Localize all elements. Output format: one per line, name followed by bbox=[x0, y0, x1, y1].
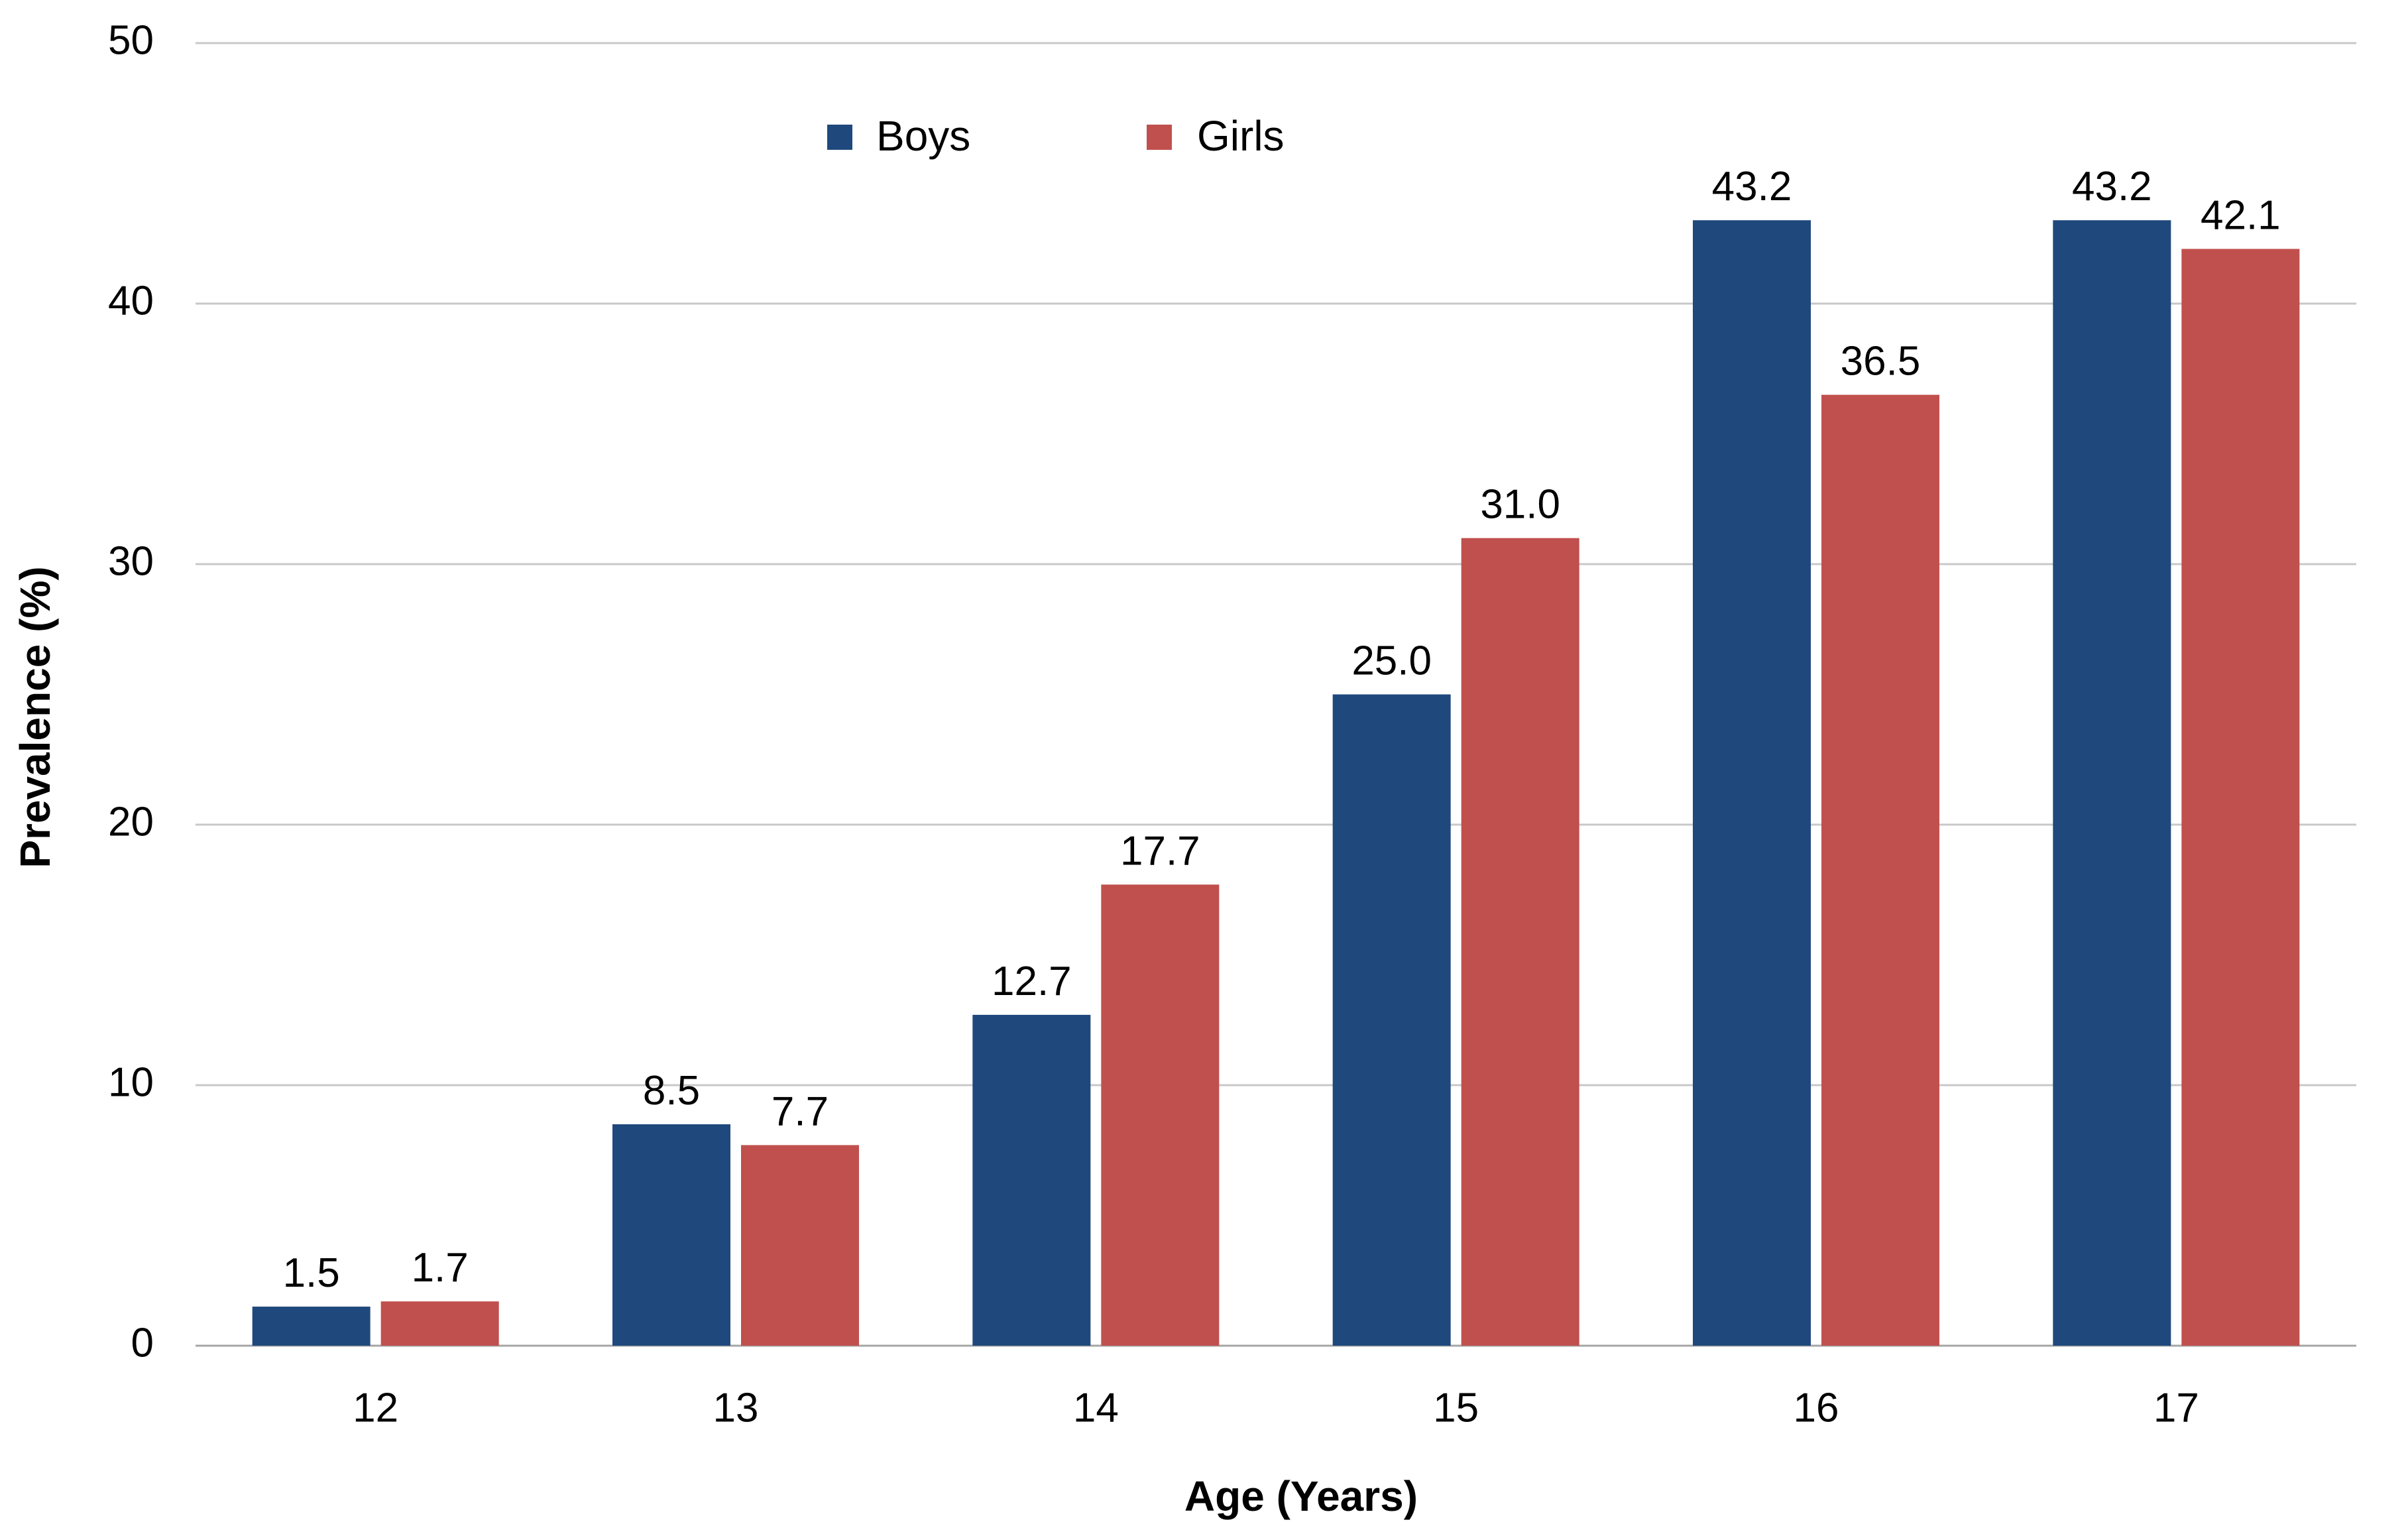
y-tick-label: 0 bbox=[131, 1320, 154, 1366]
data-labels: 1.5 1.7 8.5 7.7 12.7 17.7 25.0 31.0 43.2 36.5 43.2… bbox=[283, 164, 2281, 1296]
y-tick-label: 50 bbox=[108, 17, 154, 63]
bars bbox=[252, 220, 2300, 1346]
x-axis-ticks: 12 13 14 15 16 17 bbox=[353, 1385, 2199, 1431]
legend-swatch-boys bbox=[827, 125, 852, 150]
x-tick-label: 15 bbox=[1433, 1385, 1479, 1431]
x-axis-title: Age (Years) bbox=[1184, 1472, 1418, 1520]
legend-swatch-girls bbox=[1147, 125, 1172, 150]
bar-boys-13 bbox=[612, 1124, 730, 1346]
bar-boys-15 bbox=[1332, 694, 1451, 1346]
data-label-girls-17: 42.1 bbox=[2201, 192, 2281, 238]
bar-boys-16 bbox=[1693, 220, 1811, 1346]
bar-boys-17 bbox=[2053, 220, 2171, 1346]
data-label-boys-13: 8.5 bbox=[643, 1068, 700, 1114]
bar-girls-14 bbox=[1101, 884, 1220, 1346]
x-tick-label: 14 bbox=[1073, 1385, 1119, 1431]
y-tick-label: 30 bbox=[108, 538, 154, 584]
bar-boys-14 bbox=[972, 1014, 1091, 1346]
data-label-girls-13: 7.7 bbox=[772, 1088, 829, 1134]
y-tick-label: 40 bbox=[108, 278, 154, 323]
x-tick-label: 12 bbox=[353, 1385, 398, 1431]
bar-girls-17 bbox=[2181, 249, 2300, 1346]
bar-girls-13 bbox=[741, 1145, 859, 1346]
data-label-girls-14: 17.7 bbox=[1120, 828, 1200, 874]
legend-label-boys: Boys bbox=[876, 112, 970, 160]
x-tick-label: 16 bbox=[1794, 1385, 1839, 1431]
data-label-boys-12: 1.5 bbox=[283, 1250, 340, 1296]
x-tick-label: 13 bbox=[713, 1385, 759, 1431]
y-axis-ticks: 0 10 20 30 40 50 bbox=[108, 17, 154, 1366]
bar-boys-12 bbox=[252, 1307, 371, 1346]
legend-label-girls: Girls bbox=[1197, 112, 1285, 160]
data-label-boys-14: 12.7 bbox=[992, 959, 1072, 1004]
y-axis-title: Prevalence (%) bbox=[11, 566, 59, 868]
gridlines bbox=[196, 42, 2356, 1347]
data-label-girls-12: 1.7 bbox=[412, 1245, 469, 1291]
bar-girls-16 bbox=[1821, 394, 1939, 1346]
data-label-girls-16: 36.5 bbox=[1841, 339, 1921, 384]
bar-girls-15 bbox=[1461, 538, 1579, 1346]
legend: Boys Girls bbox=[827, 112, 1285, 160]
y-tick-label: 10 bbox=[108, 1059, 154, 1105]
data-label-boys-17: 43.2 bbox=[2072, 164, 2152, 209]
x-tick-label: 17 bbox=[2153, 1385, 2199, 1431]
data-label-boys-16: 43.2 bbox=[1712, 164, 1792, 209]
bar-girls-12 bbox=[380, 1301, 499, 1346]
data-label-boys-15: 25.0 bbox=[1351, 638, 1432, 684]
y-tick-label: 20 bbox=[108, 799, 154, 845]
data-label-girls-15: 31.0 bbox=[1480, 482, 1560, 528]
